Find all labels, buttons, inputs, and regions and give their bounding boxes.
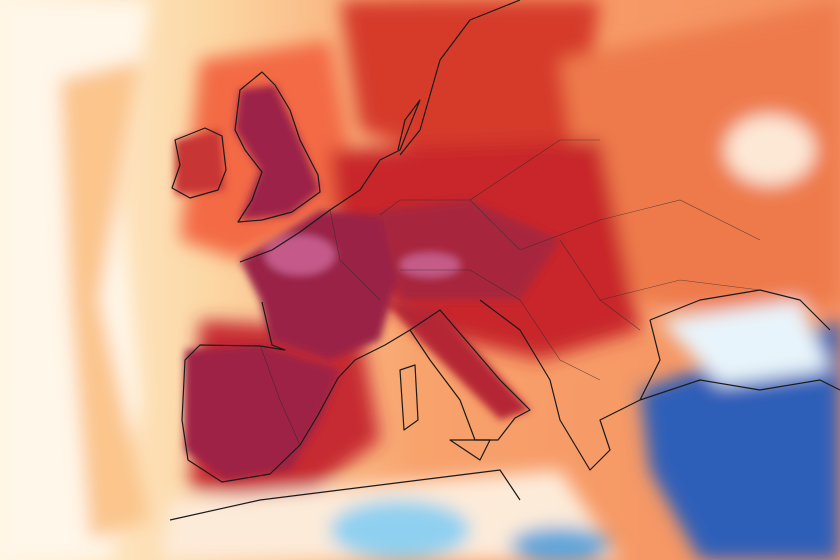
coast-africa	[169, 469, 521, 521]
peak-heat	[265, 235, 335, 275]
ocean-streak	[60, 60, 150, 540]
hot-core	[175, 85, 560, 480]
coast-scandinavia	[399, 0, 521, 156]
coast-turkey	[639, 379, 840, 401]
cool-blob	[330, 500, 470, 560]
coast-island	[449, 439, 491, 461]
cool-blob	[510, 527, 610, 560]
borders	[259, 139, 761, 446]
spain-heat	[185, 345, 340, 480]
cool-patch	[725, 115, 815, 185]
coast-uk	[234, 71, 321, 223]
coast-balkans	[479, 299, 661, 471]
black-sea-field	[660, 300, 830, 385]
peak-heat	[400, 253, 460, 277]
scandinavia-heat	[340, 0, 600, 160]
coast-ireland	[171, 127, 227, 199]
cool-anomaly	[640, 320, 840, 560]
east-europe-heat	[560, 0, 840, 320]
italy-heat	[385, 300, 530, 420]
coast-italy	[409, 309, 531, 441]
coast-north	[239, 99, 421, 263]
coast-island	[399, 364, 419, 431]
border-lines	[259, 139, 761, 446]
coast-iberia	[181, 301, 411, 483]
ireland-heat	[175, 130, 225, 195]
coastlines	[169, 0, 840, 521]
uk-heat	[235, 85, 320, 220]
